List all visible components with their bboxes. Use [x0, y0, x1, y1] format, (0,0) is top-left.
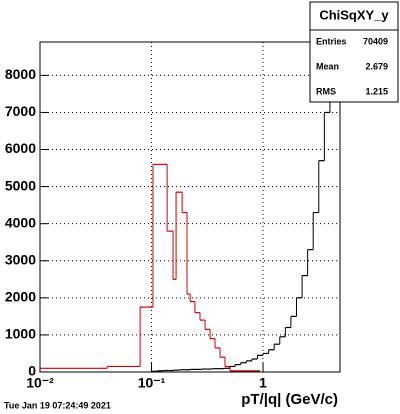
y-tick-label: 4000	[5, 214, 36, 230]
x-tick-label: 1	[259, 375, 267, 391]
x-tick-label: 10⁻²	[26, 375, 54, 391]
stats-value: 1.215	[365, 86, 388, 96]
y-tick-label: 8000	[5, 66, 36, 82]
stats-title: ChiSqXY_y	[319, 7, 389, 22]
stats-value: 2.679	[365, 61, 388, 71]
stats-label: Entries	[316, 36, 347, 46]
axes: 0 1000 2000 3000 4000 5000 6000 7000 8000 10⁻² 10⁻…	[5, 66, 267, 391]
stats-label: Mean	[316, 61, 339, 71]
y-tick-label: 2000	[5, 289, 36, 305]
stats-label: RMS	[316, 86, 336, 96]
y-tick-label: 0	[28, 363, 36, 379]
stats-box: ChiSqXY_y Entries 70409 Mean 2.679 RMS 1.215	[309, 1, 399, 103]
x-axis-label: pT/|q| (GeV/c)	[241, 391, 338, 408]
stats-rows: Entries 70409 Mean 2.679 RMS 1.215	[316, 36, 388, 96]
stats-value: 70409	[363, 36, 388, 46]
frame	[39, 41, 341, 373]
y-tick-label: 5000	[5, 177, 36, 193]
stats-frame	[309, 1, 399, 103]
y-tick-label: 3000	[5, 251, 36, 267]
histograms	[40, 42, 337, 372]
y-tick-label: 1000	[5, 326, 36, 342]
y-tick-label: 6000	[5, 140, 36, 156]
date-stamp: Tue Jan 19 07:24:49 2021	[4, 400, 111, 410]
x-tick-label: 10⁻¹	[138, 375, 166, 391]
y-tick-label: 7000	[5, 103, 36, 119]
